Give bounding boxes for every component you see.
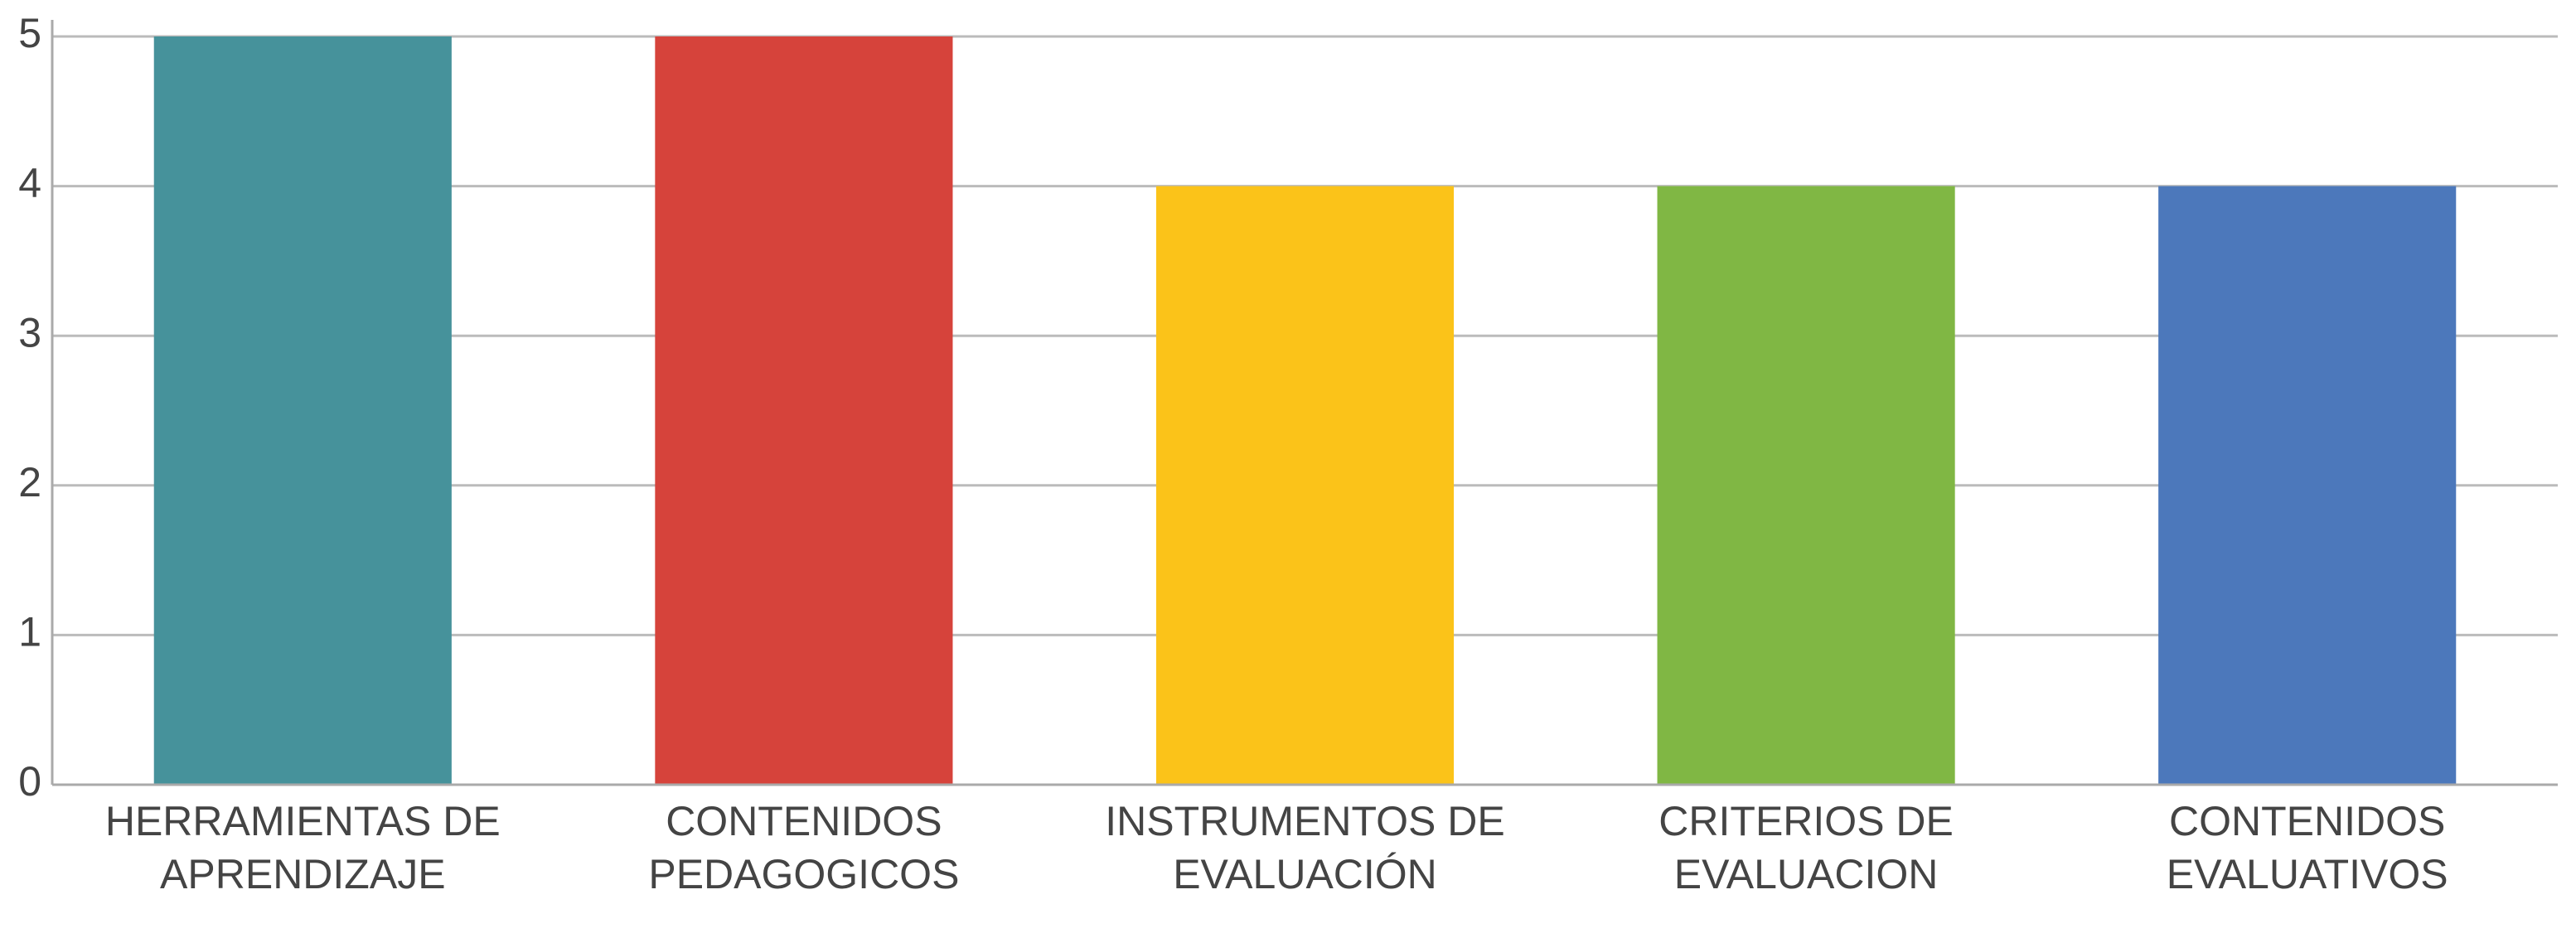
x-tick-label: CONTENIDOS PEDAGOGICOS xyxy=(648,798,960,897)
y-tick-label: 1 xyxy=(18,609,41,655)
bar xyxy=(1155,186,1455,786)
x-tick-label: HERRAMIENTAS DE APRENDIZAJE xyxy=(104,798,501,897)
y-tick-label: 3 xyxy=(18,309,41,355)
y-tick-label: 4 xyxy=(18,160,41,206)
y-tick-label: 5 xyxy=(18,10,41,56)
bar xyxy=(655,36,953,785)
bar xyxy=(2158,186,2457,786)
y-tick-label: 0 xyxy=(18,758,41,805)
y-tick-label: 2 xyxy=(18,459,41,505)
x-tick-label: CONTENIDOS EVALUATIVOS xyxy=(2166,798,2448,897)
x-tick-label: INSTRUMENTOS DE EVALUACIÓN xyxy=(1105,798,1505,897)
x-tick-label: CRITERIOS DE EVALUACION xyxy=(1658,798,1954,897)
bar xyxy=(1657,186,1955,786)
bar xyxy=(153,36,452,785)
